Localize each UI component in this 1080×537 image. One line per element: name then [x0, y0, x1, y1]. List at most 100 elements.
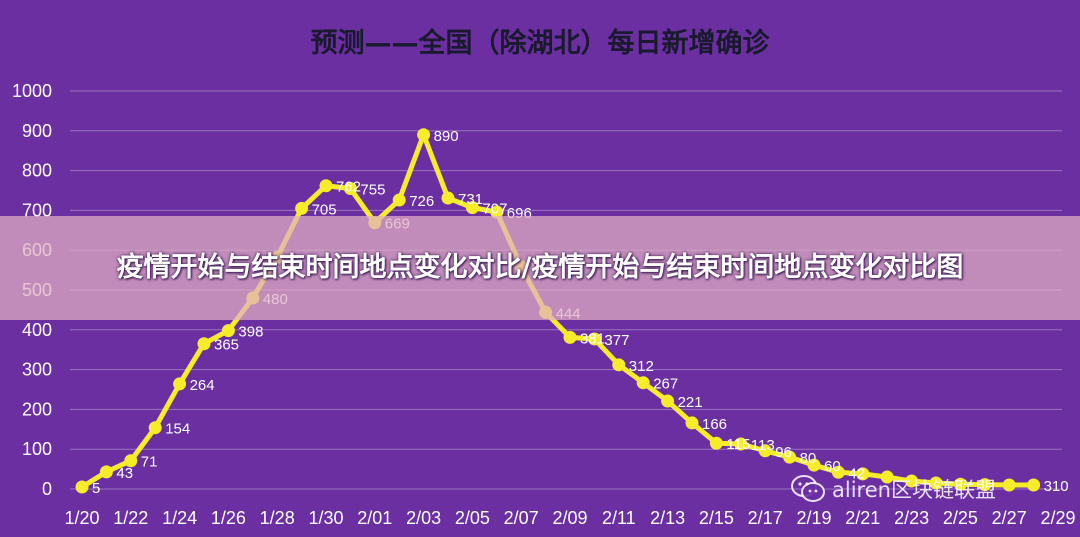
x-tick-label: 2/15 [699, 508, 734, 528]
data-point [587, 332, 601, 346]
data-label: 365 [214, 337, 239, 354]
x-tick-label: 1/30 [308, 508, 343, 528]
data-label: 267 [653, 376, 678, 393]
x-tick-label: 2/17 [748, 508, 783, 528]
data-point [392, 193, 406, 207]
data-label: 42 [848, 465, 865, 482]
data-label: 43 [116, 465, 133, 482]
x-tick-label: 1/22 [113, 508, 148, 528]
data-label: 60 [824, 458, 841, 475]
data-point [148, 421, 162, 435]
data-point [978, 478, 992, 492]
data-point [295, 201, 309, 215]
data-point [831, 465, 845, 479]
data-point [685, 416, 699, 430]
data-point [661, 394, 675, 408]
data-point [709, 436, 723, 450]
data-point [905, 474, 919, 488]
data-point [441, 191, 455, 205]
data-point [783, 450, 797, 464]
data-point [319, 179, 333, 193]
y-tick-label: 0 [42, 479, 52, 499]
data-point [99, 465, 113, 479]
x-tick-label: 2/11 [602, 508, 636, 528]
watermark: aliren区块链联盟 [790, 472, 996, 506]
caption-banner: 疫情开始与结束时间地点变化对比/疫情开始与结束时间地点变化对比图 [0, 216, 1080, 320]
data-point [563, 330, 577, 344]
data-point [1002, 478, 1016, 492]
x-tick-label: 2/07 [504, 508, 539, 528]
data-point [343, 182, 357, 196]
data-point [807, 458, 821, 472]
watermark-text: aliren区块链联盟 [832, 478, 996, 502]
x-tick-label: 2/29 [1040, 508, 1075, 528]
data-point [880, 470, 894, 484]
x-tick-label: 1/28 [260, 508, 295, 528]
data-point [856, 467, 870, 481]
data-label: 755 [360, 182, 385, 199]
x-tick-label: 2/19 [796, 508, 831, 528]
data-label: 381 [580, 330, 605, 347]
data-point [953, 477, 967, 491]
x-tick-label: 2/21 [845, 508, 880, 528]
data-label: 115 [726, 436, 750, 453]
data-label: 705 [312, 201, 337, 218]
data-label: 890 [434, 128, 459, 145]
x-tick-label: 1/24 [162, 508, 197, 528]
data-point [490, 205, 504, 219]
data-label: 113 [751, 437, 775, 454]
y-tick-label: 300 [22, 360, 52, 380]
data-label: 731 [458, 191, 483, 208]
caption-text: 疫情开始与结束时间地点变化对比/疫情开始与结束时间地点变化对比图 [116, 252, 964, 283]
x-tick-label: 2/09 [552, 508, 587, 528]
data-label: 312 [629, 358, 654, 375]
data-label: 221 [678, 394, 703, 411]
data-point [124, 454, 138, 468]
x-tick-label: 2/27 [992, 508, 1027, 528]
x-tick-label: 1/26 [211, 508, 246, 528]
data-label: 398 [238, 324, 263, 341]
data-point [929, 476, 943, 490]
data-label: 264 [190, 377, 215, 394]
x-axis-ticks: 1/20 1/22 1/24 1/26 1/28 1/30 2/01 2/03 2/05 2/07… [64, 508, 1075, 528]
x-tick-label: 2/01 [357, 508, 392, 528]
data-points [75, 128, 1041, 494]
chart-title: 预测——全国（除湖北）每日新增确诊 [311, 27, 771, 59]
y-tick-label: 800 [22, 161, 52, 181]
data-point [734, 437, 748, 451]
grid-lines [70, 90, 1062, 490]
y-tick-label: 200 [22, 399, 52, 419]
x-tick-label: 2/13 [650, 508, 685, 528]
x-tick-label: 1/20 [64, 508, 99, 528]
y-tick-label: 100 [22, 439, 52, 459]
y-tick-label: 900 [22, 121, 52, 141]
data-label: 310 [1044, 478, 1069, 495]
data-point [173, 377, 187, 391]
data-point [221, 324, 235, 338]
x-tick-label: 2/25 [943, 508, 978, 528]
wechat-icon [791, 475, 825, 502]
data-point [197, 337, 211, 351]
data-point [417, 128, 431, 142]
y-tick-label: 1000 [12, 81, 52, 101]
data-point [1027, 478, 1041, 492]
y-tick-label: 400 [22, 320, 52, 340]
data-label: 71 [141, 454, 158, 471]
data-label: 762 [336, 179, 361, 196]
data-label: 80 [800, 450, 817, 467]
data-point [75, 480, 89, 494]
data-label: 166 [702, 416, 727, 433]
data-point [758, 444, 772, 458]
data-label: 5 [92, 480, 100, 497]
data-label: 96 [775, 444, 792, 461]
data-point [612, 358, 626, 372]
y-tick-label: 700 [22, 200, 52, 220]
x-tick-label: 2/03 [406, 508, 441, 528]
data-label: 154 [165, 421, 190, 438]
data-point [636, 376, 650, 390]
data-label: 707 [482, 201, 507, 218]
data-label: 377 [604, 332, 629, 349]
data-label: 726 [409, 193, 434, 210]
data-point [465, 201, 479, 215]
